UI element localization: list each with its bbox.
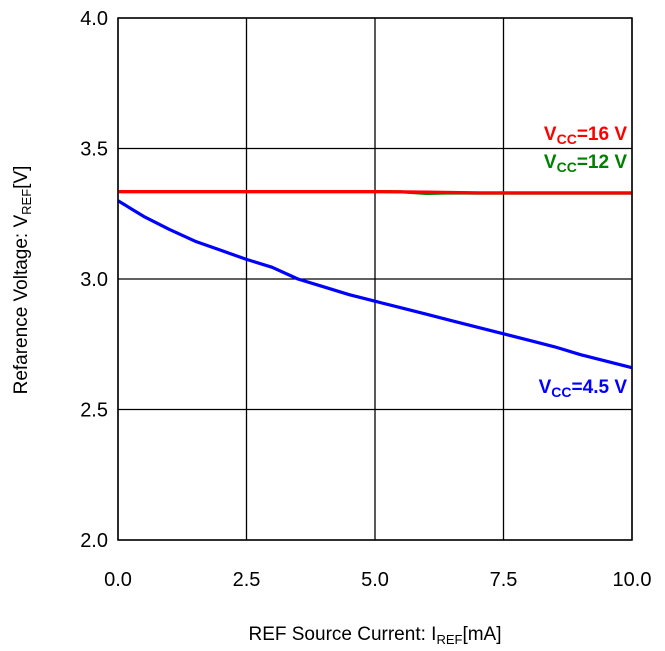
series-label: VCC=12 V	[544, 152, 627, 175]
series-line	[118, 190, 632, 195]
x-tick-label: 10.0	[613, 569, 652, 591]
x-tick-label: 0.0	[104, 569, 132, 591]
series-line	[117, 199, 633, 370]
series-label-rest: =4.5 V	[572, 377, 628, 398]
grid	[117, 17, 633, 541]
series-label: VCC=4.5 V	[539, 377, 628, 400]
x-axis-label-unit: [mA]	[462, 624, 501, 645]
y-tick-label: 3.0	[80, 269, 108, 291]
x-tick-labels: 0.0 2.5 5.0 7.5 10.0	[104, 569, 651, 591]
y-axis-label-sub: REF	[19, 189, 34, 215]
series-label-rest: =12 V	[577, 152, 628, 173]
series-label-sub: CC	[557, 131, 577, 147]
y-tick-labels: 2.0 2.5 3.0 3.5 4.0	[80, 8, 108, 552]
y-axis-label-main: Refarence Voltage: V	[11, 215, 32, 395]
y-tick-label: 2.0	[80, 530, 108, 552]
y-tick-label: 2.5	[80, 400, 108, 422]
series-label-sub: CC	[557, 159, 577, 175]
y-axis-label: Refarence Voltage: VREF[V]	[11, 166, 34, 395]
series-label: VCC=16 V	[544, 124, 627, 147]
series-label-main: V	[544, 152, 557, 173]
series-label-sub: CC	[551, 384, 571, 400]
series-label-main: V	[544, 124, 557, 145]
y-tick-label: 3.5	[80, 139, 108, 161]
series-label-main: V	[539, 377, 552, 398]
x-axis-label-sub: REF	[436, 632, 462, 647]
y-tick-label: 4.0	[80, 8, 108, 30]
series-lines	[117, 190, 633, 370]
x-axis-label-main: REF Source Current: I	[248, 624, 436, 645]
x-axis-label: REF Source Current: IREF[mA]	[248, 624, 501, 647]
x-tick-label: 2.5	[233, 569, 261, 591]
y-axis-label-unit: [V]	[11, 166, 32, 189]
x-tick-label: 5.0	[361, 569, 389, 591]
series-label-rest: =16 V	[577, 124, 628, 145]
plot-frame	[117, 17, 633, 541]
x-tick-label: 7.5	[490, 569, 518, 591]
